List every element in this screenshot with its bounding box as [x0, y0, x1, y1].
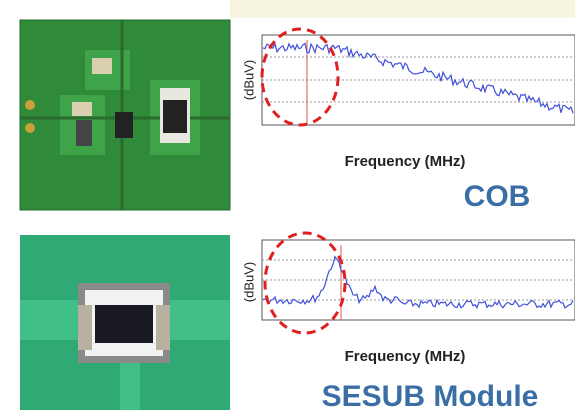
figure: (dBuV) Frequency (MHz) COB (dBuV) Freque…: [0, 0, 575, 415]
sesub-photo: [20, 235, 230, 410]
sesub-chart: (dBuV) Frequency (MHz) SESUB Module: [241, 233, 575, 413]
top-band: [230, 0, 575, 18]
x-axis-label: Frequency (MHz): [345, 348, 466, 365]
caption: COB: [464, 180, 531, 213]
y-axis-label: (dBuV): [241, 262, 256, 302]
page: (dBuV) Frequency (MHz) COB (dBuV) Freque…: [0, 0, 575, 415]
cob-chart: (dBuV) Frequency (MHz) COB: [241, 29, 575, 213]
x-axis-label: Frequency (MHz): [345, 153, 466, 170]
y-axis-label: (dBuV): [241, 60, 256, 100]
caption: SESUB Module: [322, 380, 539, 413]
cob-photo: [20, 20, 230, 210]
